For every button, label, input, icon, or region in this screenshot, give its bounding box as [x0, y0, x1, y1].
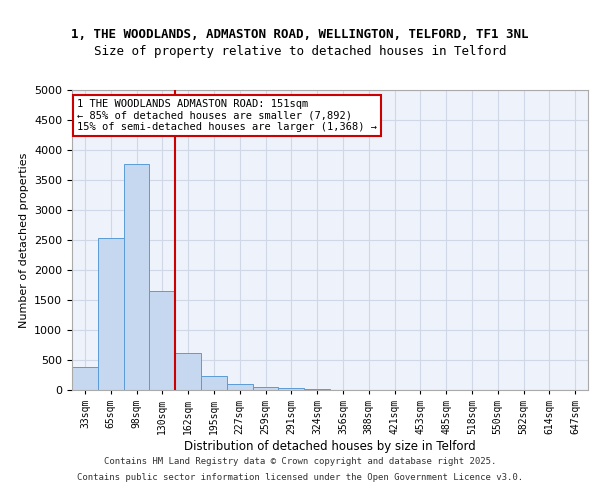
Bar: [98, 238, 124, 390]
Y-axis label: Number of detached properties: Number of detached properties: [19, 152, 29, 328]
Bar: [227, 384, 253, 390]
Text: Size of property relative to detached houses in Telford: Size of property relative to detached ho…: [94, 45, 506, 58]
Bar: [201, 376, 227, 390]
Text: Contains public sector information licensed under the Open Government Licence v3: Contains public sector information licen…: [77, 472, 523, 482]
X-axis label: Distribution of detached houses by size in Telford: Distribution of detached houses by size …: [184, 440, 476, 453]
Bar: [278, 388, 304, 390]
Text: Contains HM Land Registry data © Crown copyright and database right 2025.: Contains HM Land Registry data © Crown c…: [104, 458, 496, 466]
Bar: [149, 291, 175, 390]
Text: 1, THE WOODLANDS, ADMASTON ROAD, WELLINGTON, TELFORD, TF1 3NL: 1, THE WOODLANDS, ADMASTON ROAD, WELLING…: [71, 28, 529, 40]
Bar: [175, 354, 201, 390]
Bar: [253, 386, 278, 390]
Bar: [72, 367, 98, 390]
Bar: [124, 164, 149, 390]
Text: 1 THE WOODLANDS ADMASTON ROAD: 151sqm
← 85% of detached houses are smaller (7,89: 1 THE WOODLANDS ADMASTON ROAD: 151sqm ← …: [77, 99, 377, 132]
